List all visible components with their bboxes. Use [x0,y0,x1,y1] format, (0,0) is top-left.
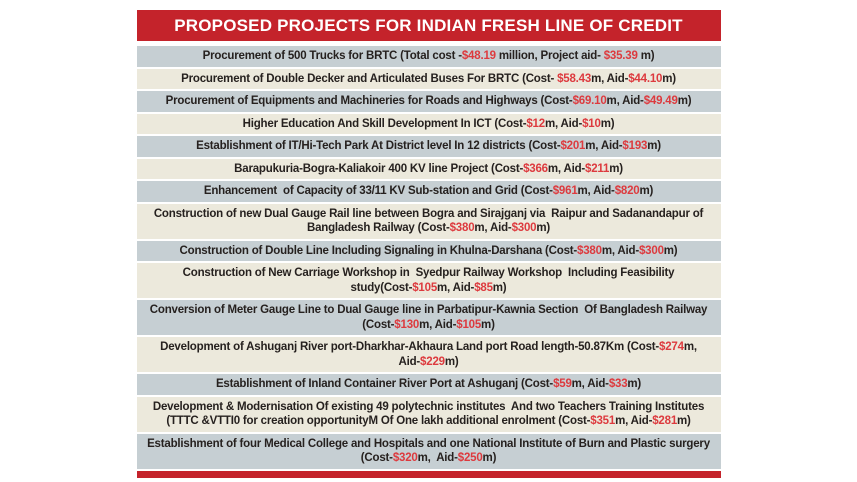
amount-value: $300 [638,244,664,257]
project-text: Construction of Double Line Including Si… [179,244,578,257]
page-title: PROPOSED PROJECTS FOR INDIAN FRESH LINE … [174,15,683,35]
table-row: Development & Modernisation Of existing … [136,396,721,432]
project-text: Procurement of Equipments and Machinerie… [165,95,573,107]
project-text: m, Aid- [417,452,458,464]
project-text: Barapukuria-Bogra-Kaliakoir 400 KV line … [234,162,524,175]
project-text: m, Aid- [474,222,512,234]
project-text: Development & Modernisation Of existing … [152,400,708,428]
project-text: m, Aid- [577,185,615,197]
project-text: m) [639,185,654,197]
project-text: m, Aid- [437,281,475,294]
project-text: m, Aid- [606,95,644,107]
table-row: Conversion of Meter Gauge Line to Dual G… [136,300,721,335]
amount-value: $35.39 [603,50,638,62]
table-row: Development of Ashuganj River port-Dhark… [136,337,721,372]
title-bar: PROPOSED PROJECTS FOR INDIAN FRESH LINE … [136,10,721,41]
project-text: m) [677,415,691,427]
project-text: m) [637,50,655,62]
table-row: Procurement of Double Decker and Articul… [136,68,721,89]
project-text: m) [482,452,497,464]
amount-value: $351 [590,415,616,427]
project-text: m, Aid- [601,244,639,257]
project-text: Establishment of four Medical College an… [147,437,713,465]
amount-value: $274 [659,341,684,353]
table-row: Establishment of IT/Hi-Tech Park At Dist… [136,136,721,157]
amount-value: $281 [652,415,678,427]
table-row: Establishment of four Medical College an… [136,433,721,469]
table-row: Higher Education And Skill Development I… [136,113,721,134]
project-text: Higher Education And Skill Development I… [242,117,527,130]
table-row: Barapukuria-Bogra-Kaliakoir 400 KV line … [136,158,721,179]
project-text: Procurement of 500 Trucks for BRTC (Tota… [202,50,462,62]
amount-value: $380 [577,244,602,257]
project-text: Construction of new Dual Gauge Rail line… [153,207,707,235]
amount-value: $961 [552,185,578,197]
table-row: Enhancement of Capacity of 33/11 KV Sub-… [136,181,721,202]
project-text: Establishment of IT/Hi-Tech Park At Dist… [196,140,561,152]
project-text: m, Aid- [547,162,586,175]
table-row: Procurement of 500 Trucks for BRTC (Tota… [136,46,721,67]
project-text: m) [647,140,661,152]
amount-value: $380 [449,222,475,234]
amount-value: $58.43 [557,72,592,85]
table-row: Procurement of Equipments and Machinerie… [136,91,721,112]
amount-value: $820 [614,185,640,197]
project-text: m) [663,244,678,257]
amount-value: $250 [457,452,483,464]
amount-value: $130 [394,318,420,331]
amount-value: $320 [392,452,418,464]
bottom-accent-bar [136,470,721,478]
project-text: m) [677,95,692,107]
project-text: Establishment of Inland Container River … [215,378,554,390]
amount-value: $44.10 [628,72,663,85]
project-text: Construction of New Carriage Workshop in… [182,267,678,294]
project-text: Procurement of Double Decker and Articul… [181,72,558,85]
project-text: m) [444,355,459,368]
amount-value: $105 [456,318,482,331]
amount-value: $105 [412,281,438,294]
amount-value: $59 [553,378,572,390]
project-text: m, Aid- [398,341,700,368]
project-text: m) [536,222,551,234]
table-row: Construction of New Carriage Workshop in… [136,263,721,298]
project-text: m) [492,281,507,294]
project-text: m) [600,117,615,130]
amount-value: $366 [523,162,548,175]
table-row: Construction of Double Line Including Si… [136,240,721,261]
projects-board: PROPOSED PROJECTS FOR INDIAN FRESH LINE … [136,0,721,478]
amount-value: $229 [420,355,445,368]
project-text: Development of Ashuganj River port-Dhark… [160,341,660,353]
project-text: m, Aid- [419,318,457,331]
table-row: Establishment of Inland Container River … [136,374,721,395]
amount-value: $49.49 [643,95,678,107]
project-text: m, Aid- [544,117,583,130]
amount-value: $211 [585,162,610,175]
project-text: m, Aid- [615,415,653,427]
amount-value: $85 [474,281,493,294]
amount-value: $201 [560,140,586,152]
project-text: m, Aid- [585,140,623,152]
project-text: m, Aid- [571,378,609,390]
project-text: Conversion of Meter Gauge Line to Dual G… [149,304,711,331]
project-text: Enhancement of Capacity of 33/11 KV Sub-… [203,185,553,197]
amount-value: $10 [582,117,601,130]
projects-table: Procurement of 500 Trucks for BRTC (Tota… [136,46,721,469]
amount-value: $193 [622,140,648,152]
amount-value: $48.19 [461,50,496,62]
project-text: m) [627,378,642,390]
amount-value: $12 [526,117,545,130]
project-text: m) [609,162,623,175]
table-row: Construction of new Dual Gauge Rail line… [136,203,721,239]
project-text: million, Project aid- [495,50,604,62]
amount-value: $300 [511,222,537,234]
project-text: m, Aid- [591,72,629,85]
amount-value: $69.10 [572,95,607,107]
amount-value: $33 [608,378,628,390]
project-text: m) [662,72,676,85]
project-text: m) [481,318,495,331]
